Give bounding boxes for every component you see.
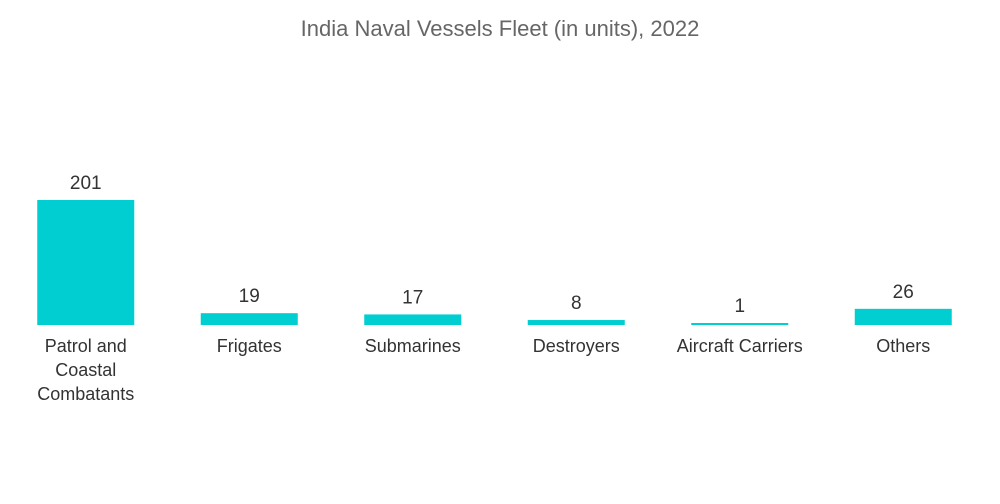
- bar: [37, 200, 135, 325]
- category-label-line: Patrol and: [45, 336, 127, 356]
- bar-value-label: 1: [734, 296, 745, 317]
- category-label: Patrol and Coastal Combatants: [37, 336, 134, 404]
- bar: [364, 314, 462, 325]
- category-label-line: Frigates: [217, 336, 282, 356]
- category-label-line: Destroyers: [533, 336, 620, 356]
- bar-value-label: 17: [402, 287, 423, 308]
- category-label: Destroyers: [533, 336, 620, 356]
- bar-value-label: 26: [893, 282, 914, 303]
- category-label-line: Coastal: [55, 360, 116, 380]
- bar-value-label: 8: [571, 293, 582, 314]
- category-label: Frigates: [217, 336, 282, 356]
- category-label-line: Others: [876, 336, 930, 356]
- bar-value-label: 19: [239, 286, 260, 307]
- category-label: Others: [876, 336, 930, 356]
- category-label-line: Aircraft Carriers: [677, 336, 803, 356]
- category-label-line: Submarines: [365, 336, 461, 356]
- bar-value-label: 201: [70, 173, 102, 194]
- bar: [854, 308, 952, 325]
- bar: [527, 320, 625, 325]
- category-label: Aircraft Carriers: [677, 336, 803, 356]
- chart-title: India Naval Vessels Fleet (in units), 20…: [300, 16, 700, 41]
- category-label-line: Combatants: [37, 384, 134, 404]
- bar: [200, 313, 298, 325]
- category-label: Submarines: [365, 336, 461, 356]
- bar: [691, 323, 789, 325]
